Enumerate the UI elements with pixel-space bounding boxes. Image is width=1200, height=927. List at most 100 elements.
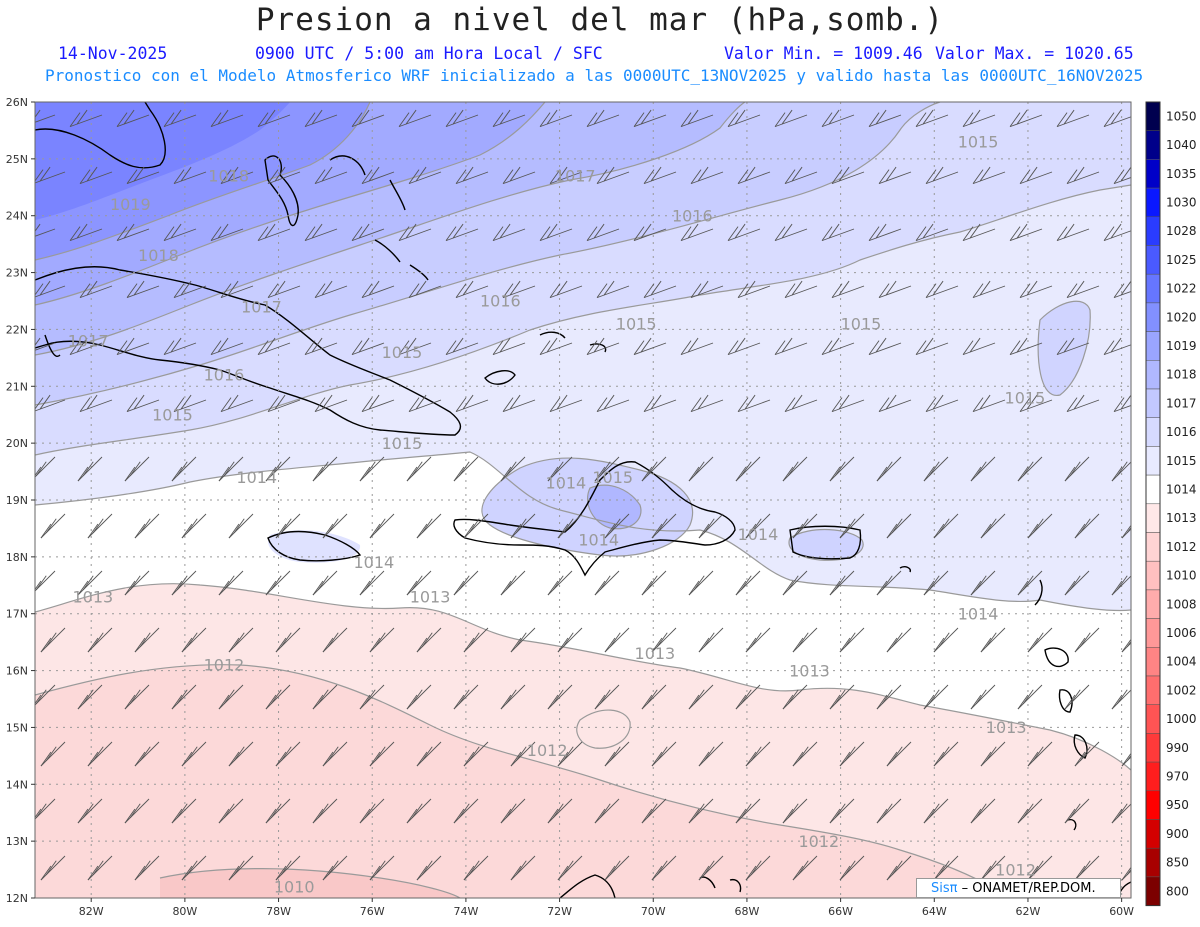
- wind-barb: [1027, 627, 1053, 653]
- wind-barb: [1027, 513, 1053, 539]
- wind-barb: [369, 855, 395, 881]
- wind-barb: [445, 109, 479, 128]
- wind-barb: [923, 456, 949, 482]
- wind-barb: [257, 337, 291, 356]
- wind-barb: [688, 456, 714, 482]
- wind-barb: [35, 570, 56, 592]
- wind-barb: [1009, 337, 1043, 356]
- isobar-label: 1014: [236, 468, 277, 487]
- lat-label: 19N: [6, 494, 28, 507]
- wind-barb: [173, 166, 207, 185]
- colorbar-swatch: [1145, 130, 1161, 160]
- isobar-label: 1014: [958, 604, 999, 623]
- zone-jamaica-high: [268, 530, 361, 563]
- isobar-label: 1014: [738, 525, 779, 544]
- lon-label: 76W: [360, 905, 385, 918]
- wind-barb: [492, 109, 526, 128]
- zone-1012-1010: [35, 664, 1010, 898]
- wind-barb: [1113, 166, 1131, 185]
- wind-barb: [1113, 280, 1131, 299]
- colorbar-swatch: [1145, 216, 1161, 246]
- lat-label: 26N: [6, 96, 28, 109]
- wind-barb: [210, 223, 244, 242]
- wind-barb: [727, 109, 761, 128]
- wind-barb: [868, 109, 902, 128]
- wind-barb: [868, 223, 902, 242]
- wind-barb: [408, 394, 442, 413]
- wind-barb: [829, 456, 855, 482]
- wind-barb: [688, 570, 714, 596]
- wind-barb: [171, 684, 197, 710]
- wind-barb: [453, 456, 479, 482]
- wind-barb: [980, 627, 1006, 653]
- wind-barb: [351, 223, 385, 242]
- colorbar-swatch: [1145, 302, 1161, 332]
- wind-barb: [876, 456, 902, 482]
- wind-barb: [690, 166, 724, 185]
- lat-label: 23N: [6, 267, 28, 280]
- wind-barb: [502, 166, 536, 185]
- wind-barb: [557, 741, 583, 767]
- colorbar-swatch: [1145, 675, 1161, 705]
- wind-barb: [416, 627, 442, 653]
- model-subtitle: Pronostico con el Modelo Atmosferico WRF…: [45, 66, 1144, 85]
- wind-barb: [1009, 223, 1043, 242]
- colorbar-swatch: [1145, 360, 1161, 390]
- wind-barb: [651, 513, 677, 539]
- wind-barb: [970, 684, 996, 710]
- wind-barb: [1074, 741, 1100, 767]
- wind-barb: [322, 627, 348, 653]
- wind-barb: [549, 280, 583, 299]
- colorbar-swatch: [1145, 159, 1161, 189]
- wind-barb: [463, 513, 489, 539]
- colorbar-label: 1013: [1166, 511, 1197, 525]
- wind-barb: [69, 109, 103, 128]
- wind-barb: [361, 280, 395, 299]
- wind-barb: [594, 798, 620, 824]
- wind-barb: [492, 223, 526, 242]
- wind-barb: [361, 394, 395, 413]
- colorbar-label: 1014: [1166, 482, 1197, 496]
- wind-barb: [557, 855, 583, 881]
- colorbar-label: 970: [1166, 769, 1189, 783]
- wind-barb: [980, 855, 1006, 881]
- wind-barb: [312, 798, 338, 824]
- lon-label: 62W: [1016, 905, 1041, 918]
- isobar-label: 1016: [672, 206, 713, 225]
- wind-barb: [359, 684, 385, 710]
- wind-barb: [220, 280, 254, 299]
- wind-barb: [275, 855, 301, 881]
- wind-barb: [445, 223, 479, 242]
- wind-barb: [181, 855, 207, 881]
- wind-barb: [1017, 456, 1043, 482]
- wind-barb: [915, 109, 949, 128]
- wind-barb: [218, 684, 244, 710]
- wind-barb: [40, 855, 66, 881]
- wind-barb: [1074, 855, 1100, 881]
- colorbar-swatch: [1145, 704, 1161, 734]
- isobar-label: 1012: [527, 741, 568, 760]
- lat-label: 13N: [6, 835, 28, 848]
- wind-barb: [547, 798, 573, 824]
- wind-barb: [633, 109, 667, 128]
- wind-barb: [35, 798, 56, 820]
- wind-barb: [181, 513, 207, 539]
- isobar-label: 1019: [110, 195, 151, 214]
- wind-barb: [361, 166, 395, 185]
- wind-barb: [79, 280, 113, 299]
- wind-barb: [1019, 166, 1053, 185]
- wind-barb: [35, 456, 56, 478]
- wind-barb: [1066, 394, 1100, 413]
- wind-barb: [218, 456, 244, 482]
- wind-barb: [972, 280, 1006, 299]
- isobar-label: 1015: [958, 132, 999, 151]
- colorbar-swatch: [1145, 819, 1161, 849]
- lon-label: 82W: [79, 905, 104, 918]
- wind-barb: [586, 109, 620, 128]
- lat-label: 24N: [6, 210, 28, 223]
- wind-barb: [868, 337, 902, 356]
- wind-barb: [784, 394, 818, 413]
- wind-barb: [737, 280, 771, 299]
- wind-barb: [1019, 280, 1053, 299]
- wind-barb: [87, 627, 113, 653]
